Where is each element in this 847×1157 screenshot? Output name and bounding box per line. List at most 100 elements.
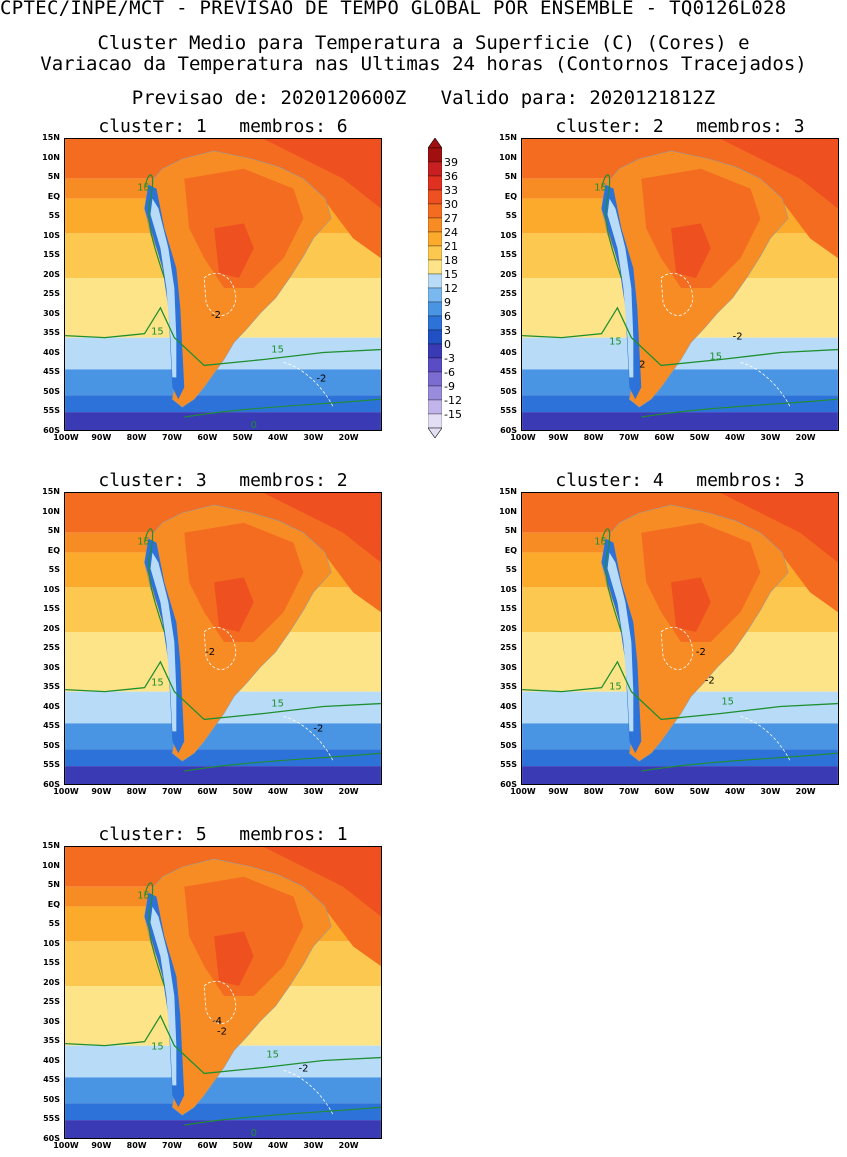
contour-label: 0 [251, 420, 257, 431]
colorbar-tick-label: 9 [444, 296, 451, 309]
contour-15 [522, 306, 838, 367]
lat-tick-label: 40S [500, 347, 517, 357]
contour-0 [641, 398, 838, 418]
lat-tick-label: 10S [43, 584, 60, 594]
lat-tick-label: 15S [500, 250, 517, 260]
colorbar-segment [428, 343, 442, 359]
lon-tick-label: 20W [795, 787, 816, 796]
lat-tick-label: 35S [43, 328, 60, 338]
temperature-band [65, 412, 381, 430]
colorbar-tick-label: 36 [444, 170, 458, 183]
lon-tick-label: 70W [619, 787, 639, 796]
colorbar-segment [428, 259, 442, 275]
lat-tick-label: 55S [43, 406, 60, 416]
lat-tick-label: 10N [499, 506, 517, 516]
lat-tick-label: 10S [500, 584, 517, 594]
lat-tick-label: 10S [43, 230, 60, 240]
lon-tick-label: 60W [197, 787, 218, 796]
colorbar-segment [428, 371, 442, 387]
contour-15 [143, 528, 165, 633]
contour-15 [600, 174, 622, 279]
contour-15 [522, 660, 838, 721]
temperature-band [65, 723, 381, 750]
temperature-map: 15 15 15 -2 -2 0 [64, 138, 382, 431]
colorbar-segment [428, 147, 442, 163]
andes-cold-strip [150, 906, 177, 1086]
lon-tick-label: 70W [162, 787, 182, 796]
lat-tick-label: 50S [43, 386, 60, 396]
lon-tick-label: 100W [53, 1141, 79, 1150]
colorbar-segment [428, 231, 442, 247]
lon-tick-label: 50W [232, 787, 253, 796]
contour-0 [641, 752, 838, 772]
colorbar-segment [428, 357, 442, 373]
lat-tick-label: 20S [43, 623, 60, 633]
contour-label: 15 [594, 183, 607, 194]
colorbar-tick-label: 21 [444, 240, 458, 253]
lat-tick-label: 25S [43, 289, 60, 299]
contour-label: 15 [709, 351, 722, 362]
lat-tick-label: 35S [500, 682, 517, 692]
colorbar-segment [428, 315, 442, 331]
lon-tick-label: 90W [548, 787, 569, 796]
colorbar-tick-label: -15 [444, 408, 462, 421]
temperature-map: 15 15 15 -2 -2 [64, 492, 382, 785]
contour-label: -4 [212, 1016, 222, 1027]
colorbar-segment [428, 399, 442, 415]
colorbar-segment [428, 273, 442, 289]
colorbar-tick-label: 18 [444, 254, 458, 267]
andes-cold-strip [607, 198, 634, 378]
lat-tick-label: 45S [43, 721, 60, 731]
cluster-panel-4: cluster: 4 membros: 3 15 15 15 -2 -2 15N 10N 5… [499, 470, 839, 796]
lat-tick-label: 25S [500, 289, 517, 299]
lon-tick-label: 90W [91, 787, 112, 796]
contour-15 [65, 306, 381, 367]
lat-tick-label: 15N [42, 841, 60, 850]
lon-tick-label: 20W [338, 787, 359, 796]
lat-tick-label: 15N [499, 487, 517, 496]
lon-tick-label: 90W [548, 433, 569, 442]
hot-region [671, 577, 711, 633]
lat-tick-label: 5S [505, 211, 517, 221]
warm-region [263, 139, 381, 209]
temperature-band [522, 749, 838, 767]
lat-tick-label: 45S [500, 367, 517, 377]
lat-tick-label: 45S [500, 721, 517, 731]
lat-tick-label: 45S [43, 1075, 60, 1085]
lat-tick-label: 15S [43, 604, 60, 614]
lat-tick-label: 40S [43, 347, 60, 357]
variation-contour [740, 362, 791, 408]
temperature-band [65, 1120, 381, 1138]
contour-label: -2 [705, 676, 715, 687]
lat-tick-label: 20S [43, 269, 60, 279]
lat-tick-label: 5N [504, 172, 517, 182]
cluster-panel-3: cluster: 3 membros: 2 15 15 15 -2 -2 15N 10N 5… [42, 470, 382, 796]
variation-contour [283, 362, 334, 408]
lat-tick-label: 60S [43, 780, 60, 789]
contour-label: 15 [137, 537, 150, 548]
lon-tick-label: 40W [268, 433, 288, 442]
lat-tick-label: 10N [42, 506, 60, 516]
lat-tick-label: 55S [500, 760, 517, 770]
lon-tick-label: 60W [197, 1141, 218, 1150]
colorbar-tick-label: 12 [444, 282, 458, 295]
contour-label: 2 [639, 359, 645, 370]
lat-tick-label: 55S [500, 406, 517, 416]
lon-tick-label: 60W [654, 433, 675, 442]
variation-contour [203, 981, 237, 1024]
contour-label: 15 [271, 699, 284, 710]
forecast-dates: Previsao de: 2020120600Z Valido para: 20… [131, 87, 716, 109]
lon-tick-label: 50W [232, 1141, 253, 1150]
lat-tick-label: 10N [42, 860, 60, 870]
figure-title: CPTEC/INPE/MCT - PREVISAO DE TEMPO GLOBA… [0, 0, 787, 19]
lon-tick-label: 80W [126, 433, 147, 442]
warm-region [720, 493, 838, 563]
contour-label: -2 [313, 723, 323, 734]
lon-tick-label: 30W [303, 787, 324, 796]
temperature-band [522, 412, 838, 430]
warm-region [720, 139, 838, 209]
hot-region [214, 577, 254, 633]
lon-tick-label: 50W [232, 433, 253, 442]
lon-tick-label: 70W [162, 433, 182, 442]
